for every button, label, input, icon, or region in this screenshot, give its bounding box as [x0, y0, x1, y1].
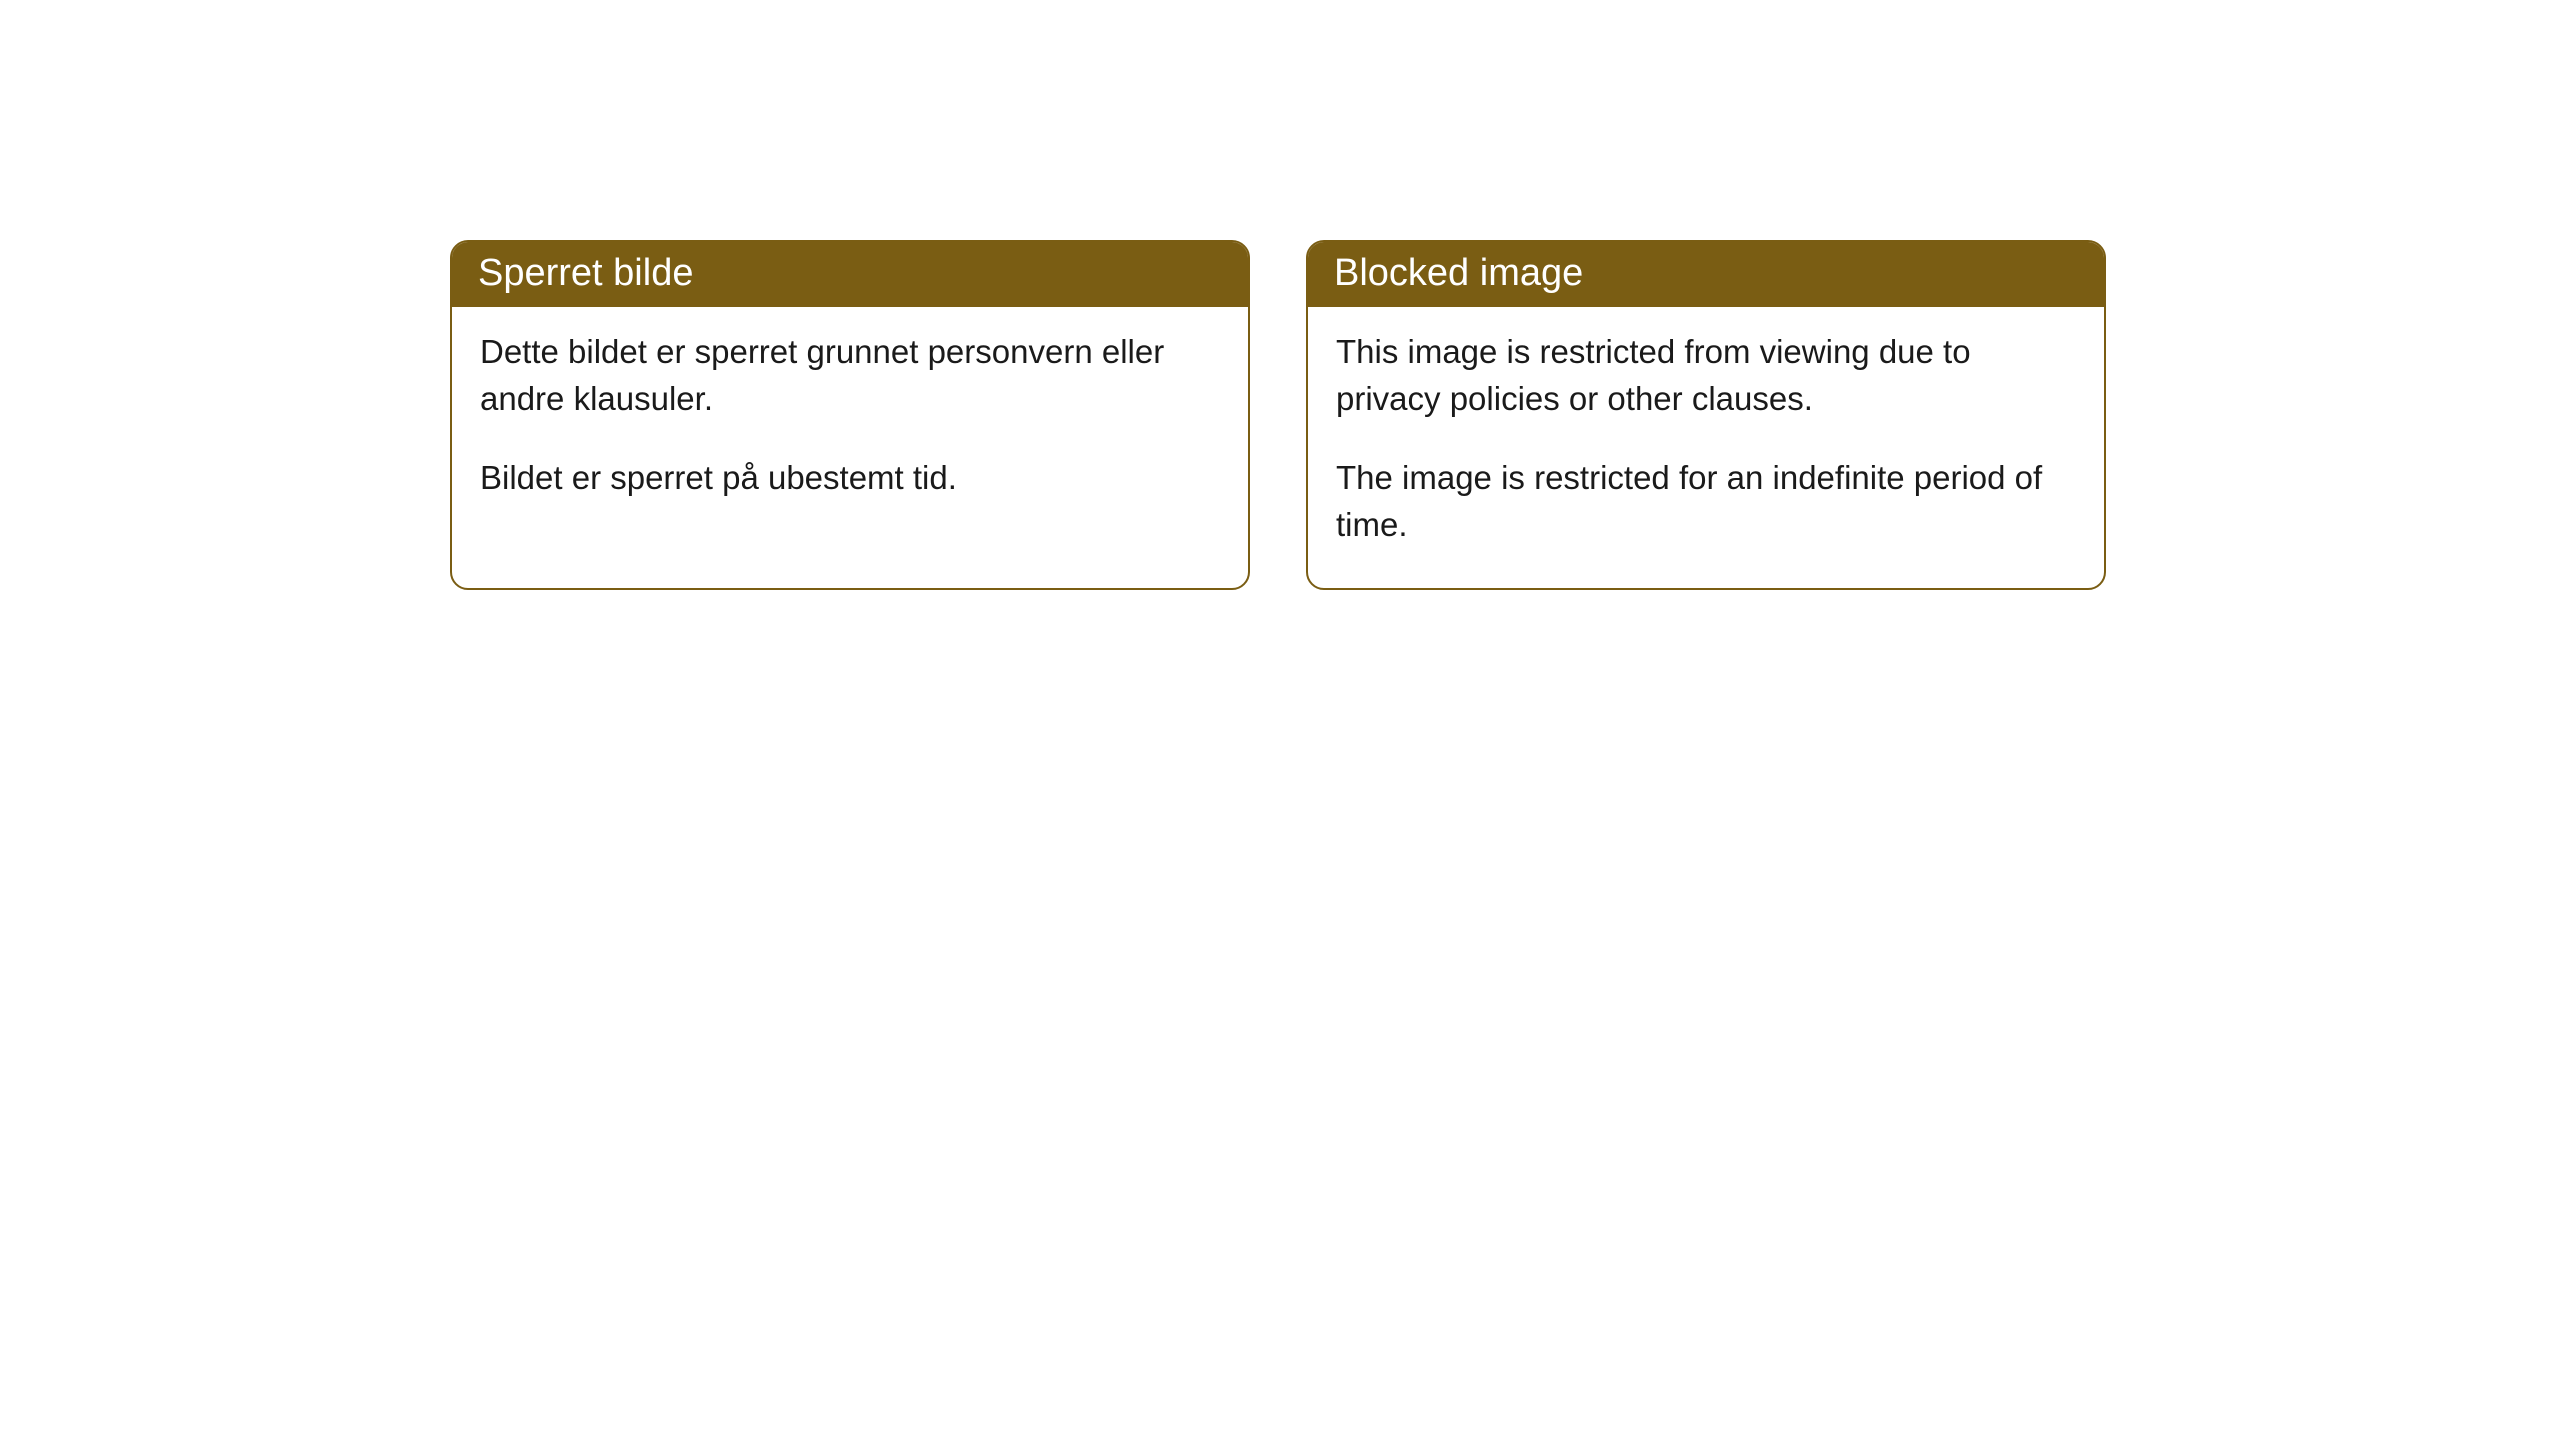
notice-paragraph: Dette bildet er sperret grunnet personve…	[480, 329, 1220, 423]
notice-header: Sperret bilde	[452, 242, 1248, 307]
notice-body: This image is restricted from viewing du…	[1308, 307, 2104, 588]
notice-card-english: Blocked image This image is restricted f…	[1306, 240, 2106, 590]
notice-cards-container: Sperret bilde Dette bildet er sperret gr…	[0, 0, 2560, 590]
notice-header: Blocked image	[1308, 242, 2104, 307]
notice-paragraph: This image is restricted from viewing du…	[1336, 329, 2076, 423]
notice-paragraph: Bildet er sperret på ubestemt tid.	[480, 455, 1220, 502]
notice-paragraph: The image is restricted for an indefinit…	[1336, 455, 2076, 549]
notice-card-norwegian: Sperret bilde Dette bildet er sperret gr…	[450, 240, 1250, 590]
notice-body: Dette bildet er sperret grunnet personve…	[452, 307, 1248, 542]
